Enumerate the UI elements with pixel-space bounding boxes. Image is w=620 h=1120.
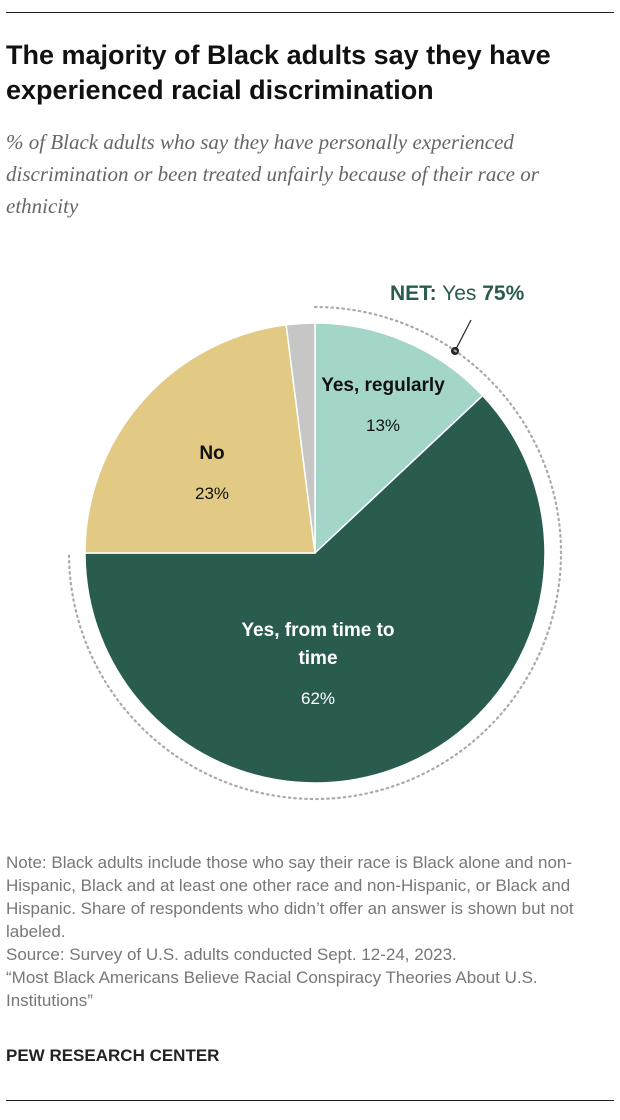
- chart-title: The majority of Black adults say they ha…: [6, 40, 551, 105]
- category-label: Yes, from time to time: [241, 620, 395, 669]
- net-value-label: 75%: [482, 282, 525, 305]
- slice-label: Yes, regularly 13%: [318, 372, 448, 440]
- org: PEW RESEARCH CENTER: [6, 1046, 220, 1065]
- chart-subtitle: % of Black adults who say they have pers…: [6, 130, 539, 218]
- pie-slice: [314, 322, 484, 555]
- slice-label: No 23%: [147, 440, 277, 508]
- net-annotation: NET: Yes 75%: [390, 282, 524, 306]
- net-name: Yes: [442, 282, 477, 305]
- bottom-rule: [6, 1100, 614, 1101]
- category-label: No: [199, 443, 225, 464]
- pie-slice: [285, 322, 316, 554]
- net-label: NET:: [390, 282, 437, 305]
- net-arc: [67, 305, 563, 801]
- pie-slice: [84, 323, 316, 554]
- top-rule: [6, 12, 614, 13]
- leader-line: [454, 319, 472, 352]
- note: Note: Black adults include those who say…: [6, 853, 574, 941]
- slice-label: Yes, from time to time 62%: [233, 617, 403, 713]
- value-label: 13%: [365, 416, 401, 435]
- source: Source: Survey of U.S. adults conducted …: [6, 945, 457, 964]
- category-label: Yes, regularly: [321, 375, 445, 396]
- pie-slice: [84, 394, 546, 784]
- value-label: 23%: [194, 484, 230, 503]
- value-label: 62%: [300, 689, 336, 708]
- report: “Most Black Americans Believe Racial Con…: [6, 968, 538, 1010]
